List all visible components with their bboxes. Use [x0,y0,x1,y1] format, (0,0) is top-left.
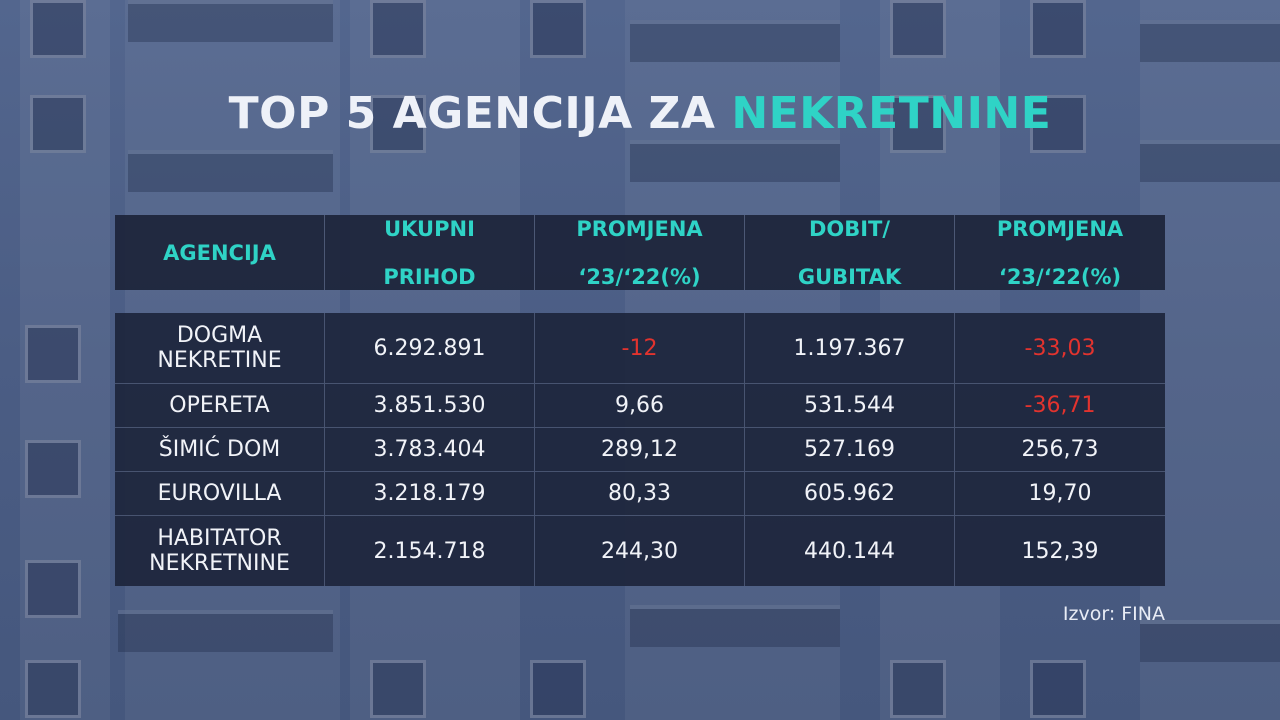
profit-cell: 605.962 [745,472,955,515]
profit-cell: 440.144 [745,516,955,586]
revenue-change-cell: 244,30 [535,516,745,586]
cell-text: 9,66 [615,393,664,418]
cell-text: 256,73 [1021,437,1099,462]
revenue-cell: 3.783.404 [325,428,535,471]
cell-text: 3.783.404 [373,437,486,462]
title-accent: NEKRETNINE [731,88,1052,139]
cell-text: -33,03 [1024,335,1096,361]
page-title: TOP 5 AGENCIJA ZA NEKRETNINE [0,88,1280,139]
cell-text: DOGMA [176,323,263,348]
agency-cell: OPERETA [115,384,325,427]
agency-cell: ŠIMIĆ DOM [115,428,325,471]
agency-cell: DOGMA NEKRETINE [115,313,325,383]
profit-cell: 1.197.367 [745,313,955,383]
cell-text: 3.851.530 [373,393,486,418]
profit-change-cell: 256,73 [955,428,1165,471]
cell-text: 19,70 [1028,481,1092,506]
profit-change-cell: 19,70 [955,472,1165,515]
table-header: AGENCIJA UKUPNI PRIHOD PROMJENA ‘23/‘22(%) DO… [115,215,1165,290]
agency-cell: EUROVILLA [115,472,325,515]
header-text: AGENCIJA [163,240,276,265]
header-text: DOBIT/ [808,216,891,241]
table-row: OPERETA 3.851.530 9,66 531.544 -36,71 [115,384,1165,428]
data-table: DOGMA NEKRETINE 6.292.891 -12 1.197.367 -33,0… [115,313,1165,586]
profit-cell: 531.544 [745,384,955,427]
revenue-cell: 3.851.530 [325,384,535,427]
header-cell-4: DOBIT/GUBITAK [745,215,955,290]
cell-text: NEKRETNINE [149,551,290,576]
cell-text: 527.169 [804,437,895,462]
profit-change-cell: 152,39 [955,516,1165,586]
header-text: GUBITAK [797,264,902,289]
profit-change-cell: -36,71 [955,384,1165,427]
cell-text: 3.218.179 [373,481,486,506]
header-text: ‘23/‘22(%) [998,264,1122,289]
cell-text: 152,39 [1021,538,1099,564]
cell-text: OPERETA [169,393,270,418]
header-text: UKUPNI [384,216,475,241]
revenue-change-cell: 80,33 [535,472,745,515]
profit-cell: 527.169 [745,428,955,471]
header-text: PROMJENA [996,216,1124,241]
cell-text: 2.154.718 [373,538,486,564]
cell-text: -36,71 [1024,393,1096,418]
cell-text: -12 [621,335,658,361]
revenue-change-cell: 9,66 [535,384,745,427]
header-text: PROMJENA [576,216,703,241]
cell-text: 531.544 [804,393,895,418]
table-row: DOGMA NEKRETINE 6.292.891 -12 1.197.367 -33,0… [115,313,1165,384]
cell-text: EUROVILLA [157,481,282,506]
header-cell-3: PROMJENA ‘23/‘22(%) [535,215,745,290]
source-note: Izvor: FINA [1062,603,1165,625]
title-main: TOP 5 AGENCIJA ZA [228,88,716,139]
header-cell-2: UKUPNI PRIHOD [325,215,535,290]
header-cell-1: AGENCIJA [115,215,325,290]
cell-text: 244,30 [601,538,678,564]
cell-text: 1.197.367 [793,335,906,361]
cell-text: 80,33 [608,481,671,506]
table-row: HABITATOR NEKRETNINE 2.154.718 244,30 440.14… [115,516,1165,586]
revenue-change-cell: -12 [535,313,745,383]
header-text: ‘23/‘22(%) [578,264,701,289]
cell-text: 605.962 [804,481,895,506]
cell-text: 6.292.891 [373,335,486,361]
cell-text: 289,12 [601,437,678,462]
header-text: PRIHOD [383,264,476,289]
revenue-change-cell: 289,12 [535,428,745,471]
revenue-cell: 2.154.718 [325,516,535,586]
table-row: ŠIMIĆ DOM 3.783.404 289,12 527.169 256,73 [115,428,1165,472]
profit-change-cell: -33,03 [955,313,1165,383]
cell-text: HABITATOR [157,526,282,551]
table-row: EUROVILLA 3.218.179 80,33 605.962 19,70 [115,472,1165,516]
header-cell-5: PROMJENA ‘23/‘22(%) [955,215,1165,290]
cell-text: NEKRETINE [157,348,282,373]
cell-text: ŠIMIĆ DOM [158,437,281,462]
agency-cell: HABITATOR NEKRETNINE [115,516,325,586]
revenue-cell: 6.292.891 [325,313,535,383]
cell-text: 440.144 [804,538,895,564]
revenue-cell: 3.218.179 [325,472,535,515]
